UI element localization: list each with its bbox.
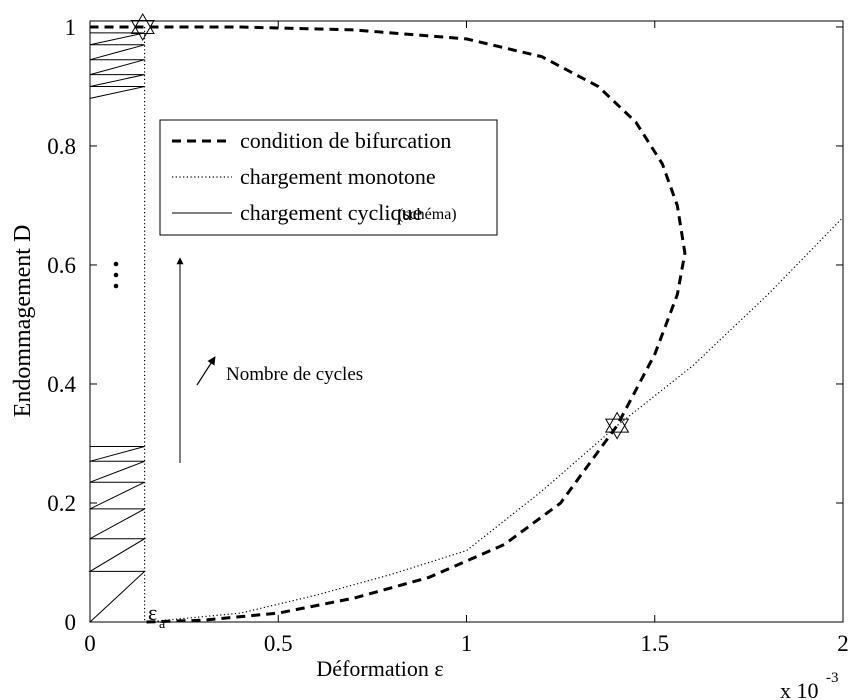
x-tick-label: 0.5 (264, 631, 293, 656)
x-tick-label: 1.5 (640, 631, 669, 656)
y-tick-label: 0.2 (47, 491, 76, 516)
legend-note: (schéma) (398, 206, 457, 223)
legend-label: chargement monotone (240, 164, 436, 189)
series-line (88, 32, 147, 623)
plot-frame (89, 20, 844, 623)
star-marker (130, 20, 155, 42)
series-line (90, 25, 687, 624)
star-marker (130, 12, 155, 34)
x-tick-label: 0 (84, 631, 96, 656)
legend-label: condition de bifurcation (240, 128, 451, 153)
ellipsis-dot (113, 261, 119, 267)
series-line (144, 27, 844, 623)
strain-symbol: ε (148, 600, 157, 625)
star-marker (604, 411, 630, 433)
ellipsis-dot (113, 272, 119, 278)
y-tick-label: 0.6 (47, 253, 76, 278)
legend-label: chargement cyclique (240, 200, 422, 225)
star-marker (604, 418, 630, 440)
x-axis-label: Déformation ε (316, 656, 443, 681)
y-tick-label: 1 (65, 15, 77, 40)
strain-subscript: a (159, 617, 166, 632)
x-multiplier-exponent: -3 (826, 670, 839, 686)
ellipsis-dot (113, 283, 119, 289)
cycles-label: Nombre de cycles (226, 364, 363, 385)
y-tick-label: 0 (65, 610, 77, 635)
legend-box (159, 119, 498, 236)
y-tick-label: 0.8 (47, 134, 76, 159)
y-tick-label: 0.4 (47, 372, 76, 397)
x-multiplier: x 10 (780, 678, 819, 700)
x-tick-label: 2 (837, 631, 849, 656)
y-axis-label: Endommagement D (10, 225, 36, 418)
x-tick-label: 1 (461, 631, 473, 656)
cycles-arrow (196, 356, 216, 386)
